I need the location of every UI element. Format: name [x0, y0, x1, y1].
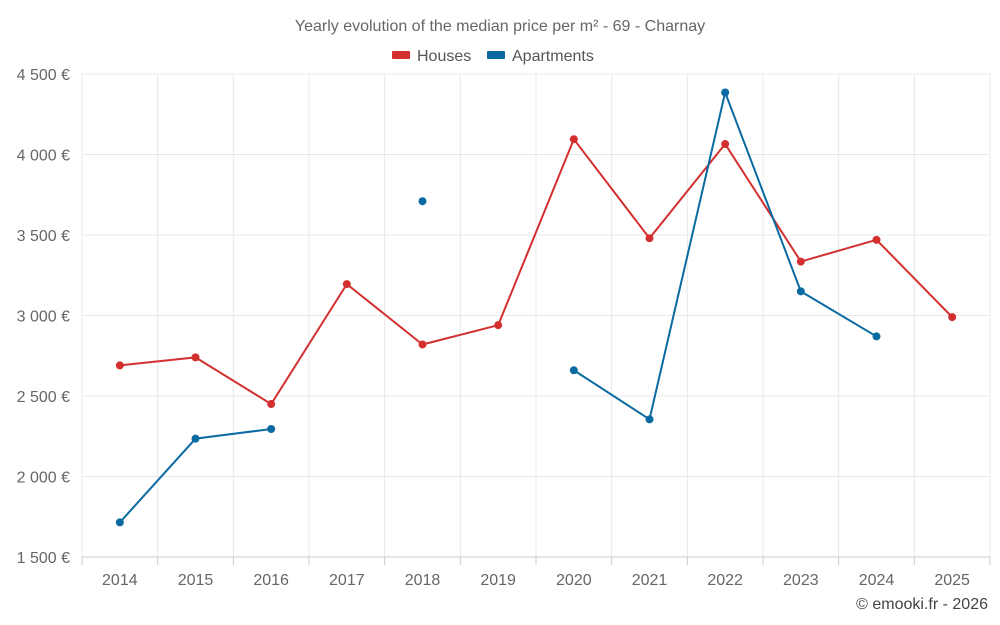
x-tick-label: 2019 [480, 572, 516, 589]
data-point[interactable] [494, 321, 503, 330]
chart-title: Yearly evolution of the median price per… [295, 18, 705, 35]
x-tick-label: 2022 [707, 572, 743, 589]
y-tick-label: 2 500 € [17, 389, 70, 406]
data-point[interactable] [267, 425, 276, 434]
data-point[interactable] [872, 332, 881, 341]
legend-label-houses[interactable]: Houses [417, 48, 471, 65]
data-point[interactable] [267, 400, 276, 409]
series-houses [115, 135, 957, 409]
data-point[interactable] [115, 518, 124, 527]
x-tick-label: 2023 [783, 572, 819, 589]
y-tick-label: 4 000 € [17, 148, 70, 165]
series-line [119, 138, 953, 406]
series-line [119, 428, 272, 524]
data-point[interactable] [191, 434, 200, 443]
data-point[interactable] [796, 287, 805, 296]
x-tick-label: 2024 [859, 572, 895, 589]
x-tick-label: 2020 [556, 572, 592, 589]
y-tick-label: 3 000 € [17, 309, 70, 326]
data-point[interactable] [721, 140, 730, 149]
y-axis: 1 500 € 2 000 € 2 500 € 3 000 € 3 500 € 4 000… [17, 67, 70, 567]
y-tick-label: 2 000 € [17, 470, 70, 487]
x-tick-label: 2021 [632, 572, 668, 589]
x-tick-label: 2018 [405, 572, 441, 589]
grid [81, 73, 991, 558]
credit-text: © emooki.fr - 2026 [856, 596, 988, 613]
data-point[interactable] [645, 415, 654, 424]
data-point[interactable] [569, 135, 578, 144]
series-apartments [115, 88, 881, 527]
legend-label-apartments[interactable]: Apartments [512, 48, 594, 65]
data-point[interactable] [796, 257, 805, 266]
data-point[interactable] [569, 366, 578, 375]
y-tick-label: 3 500 € [17, 228, 70, 245]
y-tick-label: 1 500 € [17, 550, 70, 567]
legend: Houses Apartments [392, 48, 594, 65]
data-point[interactable] [721, 88, 730, 97]
data-point[interactable] [115, 361, 124, 370]
x-tick-label: 2014 [102, 572, 138, 589]
legend-swatch-apartments [487, 51, 505, 59]
x-tick-label: 2015 [178, 572, 214, 589]
x-tick-label: 2017 [329, 572, 365, 589]
data-point[interactable] [948, 313, 957, 322]
y-tick-label: 4 500 € [17, 67, 70, 84]
data-point[interactable] [418, 340, 427, 349]
series-group [115, 88, 957, 527]
legend-swatch-houses [392, 51, 410, 59]
data-point[interactable] [342, 280, 351, 289]
data-point[interactable] [872, 235, 881, 244]
data-point[interactable] [191, 353, 200, 362]
data-point[interactable] [645, 234, 654, 243]
x-tick-label: 2016 [253, 572, 289, 589]
x-tick-label: 2025 [934, 572, 970, 589]
data-point[interactable] [418, 197, 427, 206]
x-axis: 2014 2015 2016 2017 2018 2019 2020 2021 2022 2023… [81, 557, 991, 589]
